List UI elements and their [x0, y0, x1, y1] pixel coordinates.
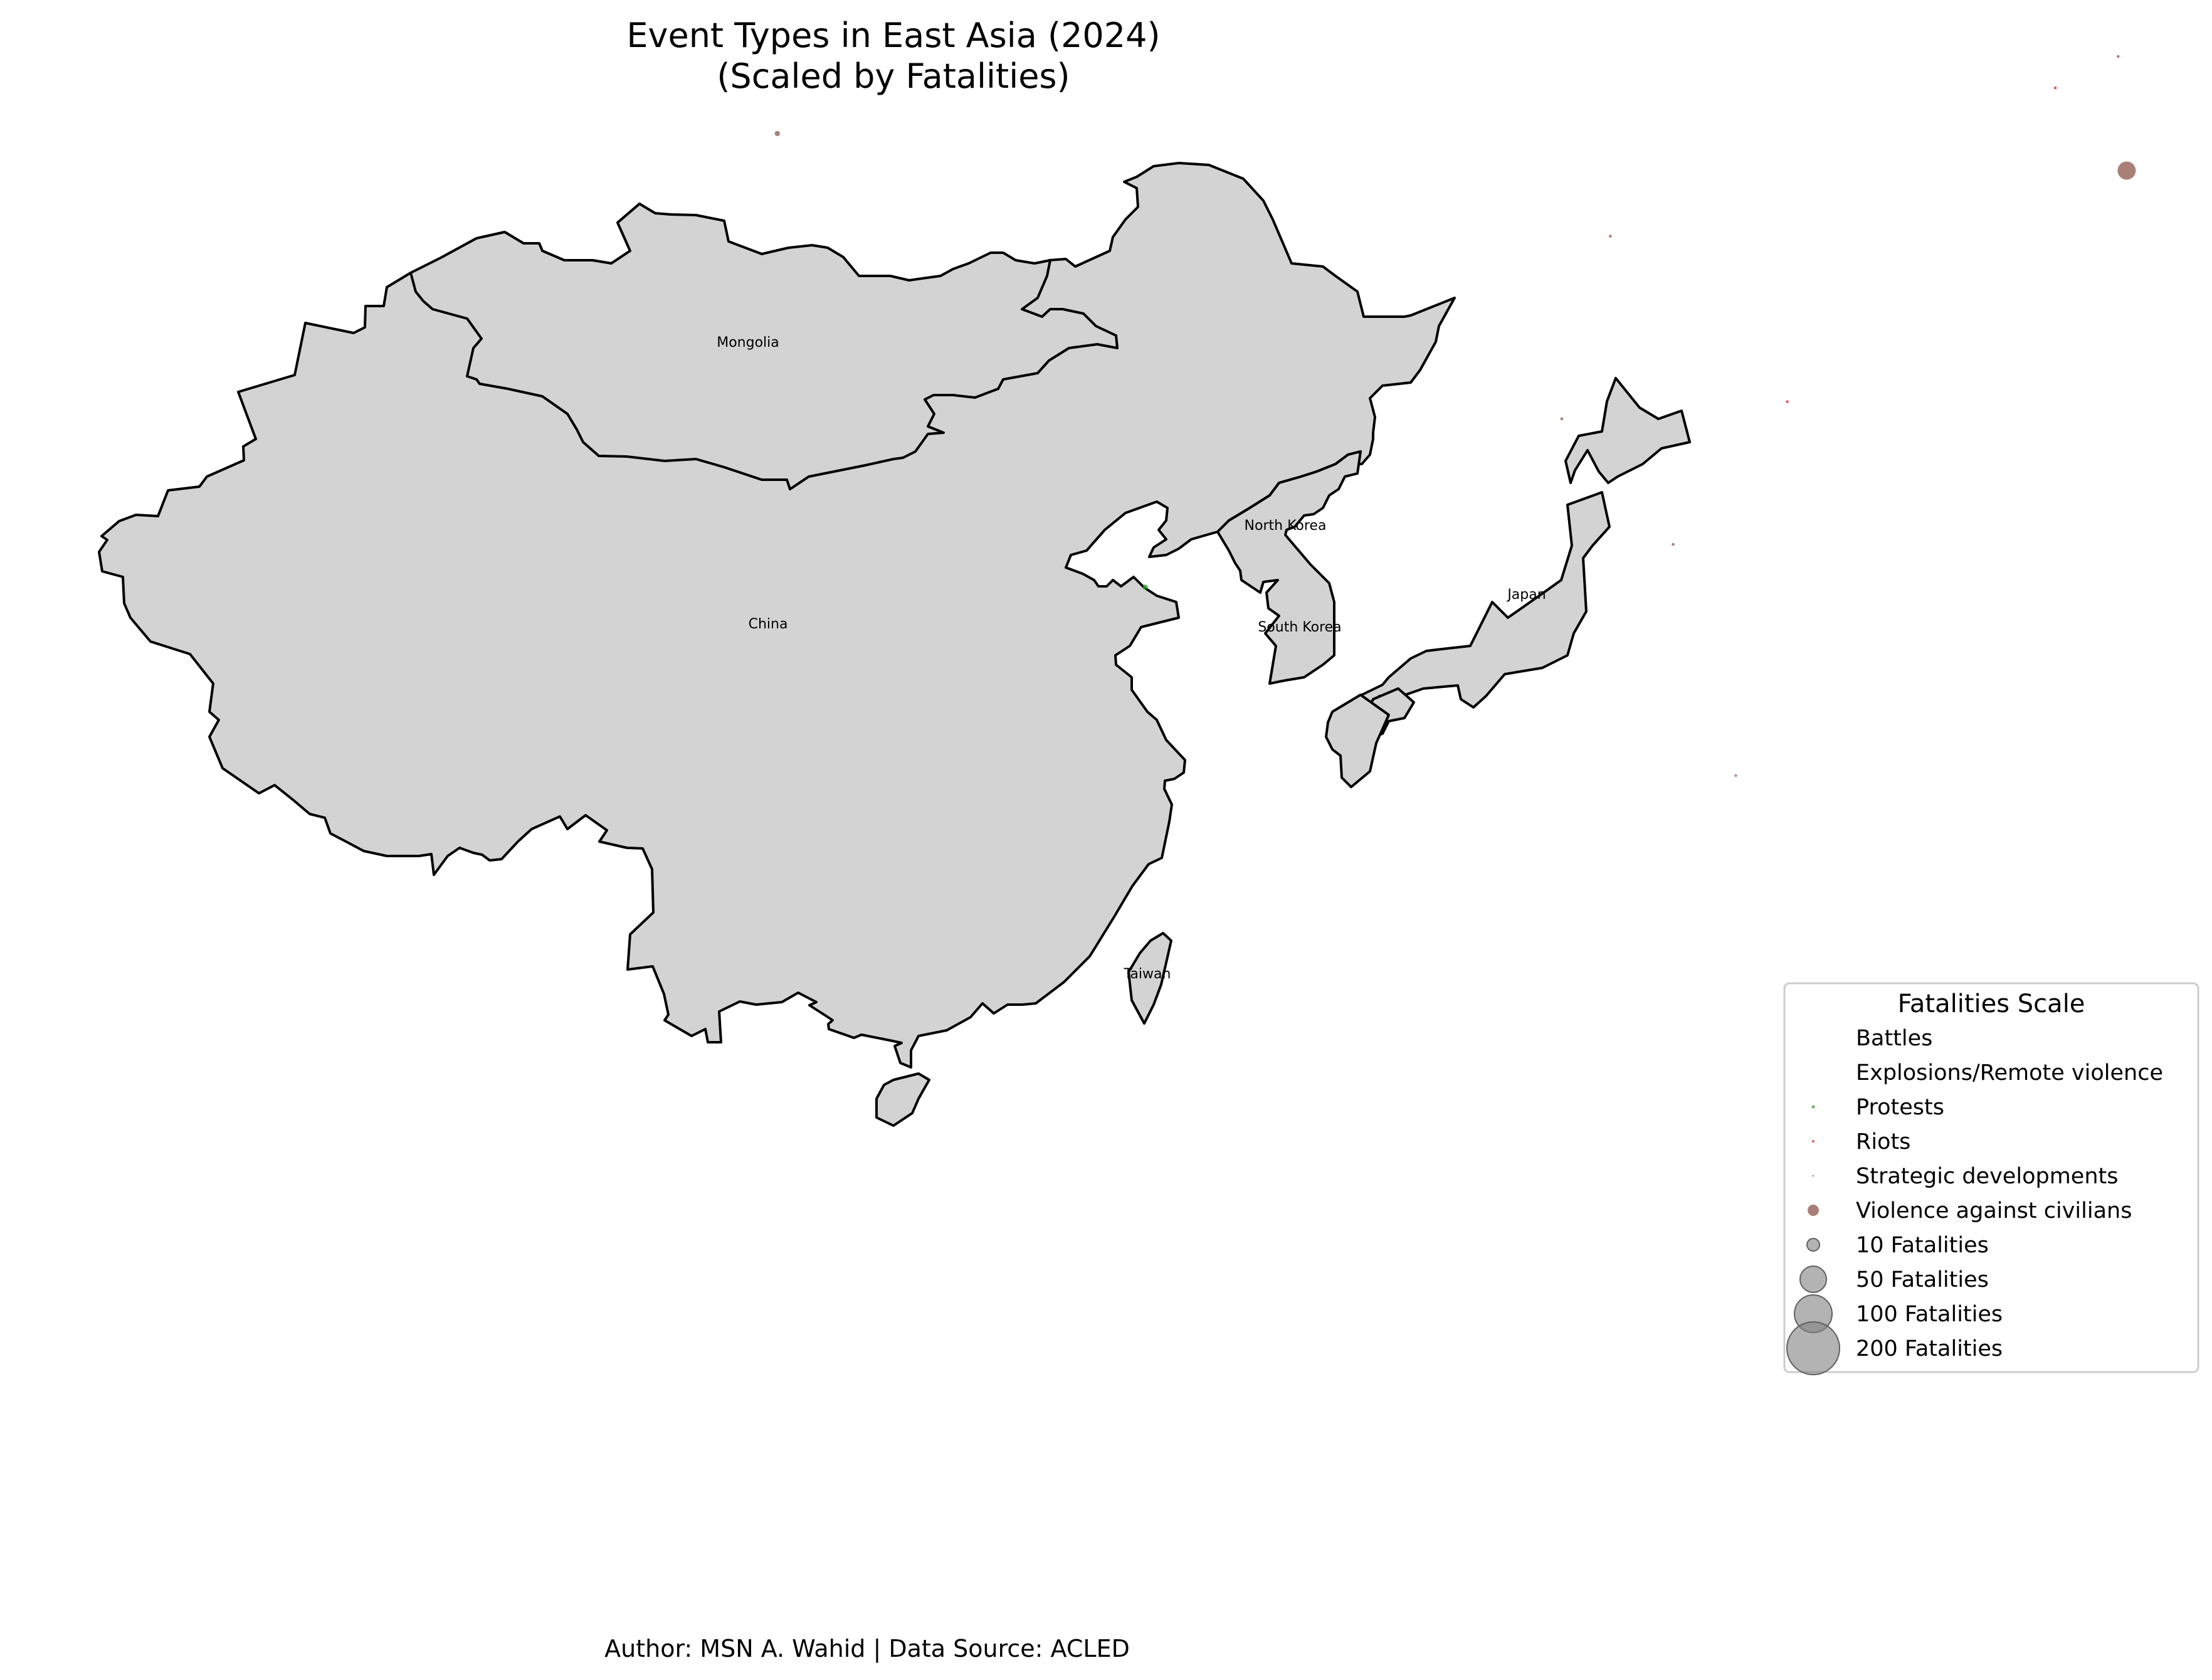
legend-items: Battles Explosions/Remote violence Protest…	[1786, 1026, 2163, 1375]
country-japan-hokkaido	[1564, 377, 1691, 484]
legend-marker-strategic-developments	[1812, 1175, 1814, 1177]
legend-marker-violence-against-civilians	[1808, 1205, 1819, 1216]
label-mongolia: Mongolia	[717, 335, 779, 351]
event-marker-0	[774, 130, 781, 137]
legend-size-marker-200-fatalities	[1786, 1321, 1840, 1375]
label-china: China	[749, 616, 788, 632]
legend-size-marker-50-fatalities	[1799, 1265, 1827, 1293]
legend-label-200-fatalities: 200 Fatalities	[1856, 1336, 2003, 1361]
legend-label-protests: Protests	[1856, 1095, 1944, 1120]
legend: Fatalities Scale Battles Explosions/Remot…	[1783, 982, 2199, 1375]
label-north-korea: North Korea	[1245, 518, 1327, 534]
map-title-line1: Event Types in East Asia (2024)	[626, 16, 1160, 55]
label-japan: Japan	[1506, 587, 1546, 603]
author-credit: Author: MSN A. Wahid | Data Source: ACLE…	[604, 1635, 1130, 1663]
event-marker-4	[1609, 235, 1612, 238]
country-labels: Mongolia China North Korea South Korea J…	[717, 335, 1546, 982]
country-mongolia	[409, 203, 1119, 490]
country-taiwan	[1127, 932, 1172, 1025]
land-layer	[98, 162, 1691, 1127]
legend-marker-riots	[1812, 1140, 1814, 1143]
legend-label-100-fatalities: 100 Fatalities	[1856, 1302, 2003, 1327]
event-marker-3	[2117, 161, 2136, 180]
legend-label-strategic-developments: Strategic developments	[1856, 1164, 2118, 1189]
event-markers	[774, 55, 2136, 777]
legend-label-riots: Riots	[1856, 1129, 1910, 1154]
country-korea	[1216, 450, 1362, 685]
legend-label-violence-against-civilians: Violence against civilians	[1856, 1198, 2132, 1223]
event-marker-6	[1786, 400, 1789, 403]
legend-title: Fatalities Scale	[1898, 990, 2085, 1018]
country-japan-west	[1325, 694, 1390, 788]
legend-label-battles: Battles	[1856, 1026, 1932, 1051]
legend-marker-protests	[1811, 1105, 1815, 1109]
legend-label-50-fatalities: 50 Fatalities	[1856, 1267, 1989, 1292]
legend-frame	[1783, 982, 2199, 1373]
map-title-line2: (Scaled by Fatalities)	[717, 56, 1070, 96]
event-marker-1	[2053, 86, 2057, 90]
label-taiwan: Taiwan	[1124, 966, 1171, 982]
event-marker-7	[1672, 542, 1675, 546]
legend-size-marker-10-fatalities	[1806, 1238, 1820, 1252]
country-china-hainan	[875, 1072, 930, 1127]
event-marker-2	[2117, 55, 2120, 58]
event-marker-9	[1734, 774, 1737, 777]
legend-label-explosions-remote-violence: Explosions/Remote violence	[1856, 1060, 2163, 1086]
label-south-korea: South Korea	[1258, 620, 1341, 635]
event-marker-8	[1142, 584, 1148, 590]
country-japan-honshu	[1361, 491, 1611, 710]
legend-label-10-fatalities: 10 Fatalities	[1856, 1233, 1989, 1258]
event-marker-5	[1560, 417, 1564, 421]
